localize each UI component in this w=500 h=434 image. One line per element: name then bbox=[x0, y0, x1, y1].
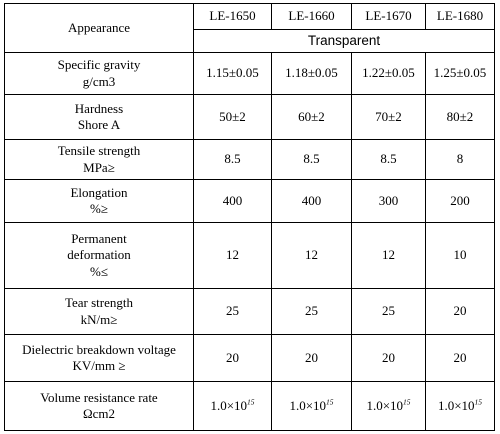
value-cell: 20 bbox=[425, 288, 495, 335]
value-cell: 12 bbox=[351, 222, 426, 289]
property-cell: Elongation %≥ bbox=[4, 179, 194, 223]
value-cell: 20 bbox=[193, 334, 272, 382]
value-cell: 8 bbox=[425, 139, 495, 180]
table-row: Tear strength kN/m≥ 25 25 25 20 bbox=[4, 288, 495, 335]
value-cell: 1.0×1015 bbox=[351, 381, 426, 431]
value-cell: 1.22±0.05 bbox=[351, 52, 426, 95]
property-name: Dielectric breakdown voltage bbox=[22, 341, 176, 357]
property-unit: g/cm3 bbox=[82, 73, 116, 89]
value-cell: 8.5 bbox=[351, 139, 426, 180]
model-header-le-1680: LE-1680 bbox=[425, 3, 495, 30]
property-unit: Shore A bbox=[77, 117, 121, 132]
property-name: Elongation bbox=[70, 184, 128, 200]
value-cell: 80±2 bbox=[425, 94, 495, 140]
value-cell: 12 bbox=[193, 222, 272, 289]
table-header-row: Appearance LE-1650 LE-1660 LE-1670 LE-16… bbox=[4, 3, 495, 53]
property-name: Volume resistance rate bbox=[40, 389, 158, 405]
value-cell: 25 bbox=[193, 288, 272, 335]
table-row: Permanent deformation %≤ 12 12 12 10 bbox=[4, 222, 495, 289]
property-cell: Tear strength kN/m≥ bbox=[4, 288, 194, 335]
property-unit: %≤ bbox=[90, 263, 108, 279]
value-cell: 1.0×1015 bbox=[271, 381, 352, 431]
property-unit: MPa≥ bbox=[83, 159, 115, 175]
value-cell: 1.0×1015 bbox=[193, 381, 272, 431]
value-cell: 1.15±0.05 bbox=[193, 52, 272, 95]
model-header-le-1670: LE-1670 bbox=[351, 3, 426, 30]
value-cell: 8.5 bbox=[271, 139, 352, 180]
value-cell: 25 bbox=[351, 288, 426, 335]
property-cell: Permanent deformation %≤ bbox=[4, 222, 194, 289]
value-cell: 400 bbox=[271, 179, 352, 223]
value-cell: 25 bbox=[271, 288, 352, 335]
value-cell: 20 bbox=[271, 334, 352, 382]
value-exponent: 15 bbox=[403, 397, 411, 407]
appearance-row: Transparent bbox=[5, 29, 495, 53]
value-cell: 20 bbox=[351, 334, 426, 382]
value-cell: 70±2 bbox=[351, 94, 426, 140]
property-cell: Volume resistance rate Ωcm2 bbox=[4, 381, 194, 431]
property-name: Hardness bbox=[74, 100, 124, 116]
specification-table: Appearance LE-1650 LE-1660 LE-1670 LE-16… bbox=[4, 3, 495, 431]
value-cell: 12 bbox=[271, 222, 352, 289]
property-cell: Hardness Shore A bbox=[4, 94, 194, 140]
value-cell: 300 bbox=[351, 179, 426, 223]
table-row: Dielectric breakdown voltage KV/mm ≥ 20 … bbox=[4, 334, 495, 382]
table-row: Volume resistance rate Ωcm2 1.0×1015 1.0… bbox=[4, 381, 495, 431]
property-unit: %≥ bbox=[90, 201, 108, 216]
value-base: 1.0×10 bbox=[437, 397, 475, 413]
property-name: Tensile strength bbox=[57, 143, 141, 159]
value-cell: 50±2 bbox=[193, 94, 272, 140]
property-cell: Specific gravity g/cm3 bbox=[4, 52, 194, 95]
value-cell: 400 bbox=[193, 179, 272, 223]
property-unit: KV/mm ≥ bbox=[72, 358, 126, 373]
value-cell: 20 bbox=[425, 334, 495, 382]
value-cell: 1.18±0.05 bbox=[271, 52, 352, 95]
table-row: Hardness Shore A 50±2 60±2 70±2 80±2 bbox=[4, 94, 495, 140]
value-exponent: 15 bbox=[474, 397, 483, 407]
table-row: Tensile strength MPa≥ 8.5 8.5 8.5 8 bbox=[4, 139, 495, 180]
value-cell: 1.0×1015 bbox=[425, 381, 495, 431]
value-cell: 60±2 bbox=[271, 94, 352, 140]
appearance-value: Transparent bbox=[193, 29, 495, 53]
appearance-header: Appearance bbox=[4, 3, 194, 53]
value-cell: 1.25±0.05 bbox=[425, 52, 495, 95]
property-name: Tear strength bbox=[64, 295, 134, 311]
value-cell: 10 bbox=[425, 222, 495, 289]
property-name-line-1: Permanent bbox=[71, 231, 127, 247]
value-cell: 200 bbox=[425, 179, 495, 223]
value-cell: 8.5 bbox=[193, 139, 272, 180]
value-base: 1.0×10 bbox=[366, 397, 404, 413]
value-exponent: 15 bbox=[247, 397, 255, 407]
property-name-line-2: deformation bbox=[67, 247, 131, 263]
model-header-le-1660: LE-1660 bbox=[271, 3, 352, 30]
table-row: Specific gravity g/cm3 1.15±0.05 1.18±0.… bbox=[4, 52, 495, 95]
property-cell: Dielectric breakdown voltage KV/mm ≥ bbox=[4, 334, 194, 382]
property-cell: Tensile strength MPa≥ bbox=[4, 139, 194, 180]
table-row: Elongation %≥ 400 400 300 200 bbox=[4, 179, 495, 223]
property-name: Specific gravity bbox=[57, 57, 141, 73]
property-unit: kN/m≥ bbox=[80, 311, 118, 327]
model-header-le-1650: LE-1650 bbox=[193, 3, 272, 30]
value-base: 1.0×10 bbox=[210, 397, 248, 413]
value-base: 1.0×10 bbox=[289, 397, 327, 413]
value-exponent: 15 bbox=[326, 397, 334, 407]
property-unit: Ωcm2 bbox=[82, 406, 116, 421]
